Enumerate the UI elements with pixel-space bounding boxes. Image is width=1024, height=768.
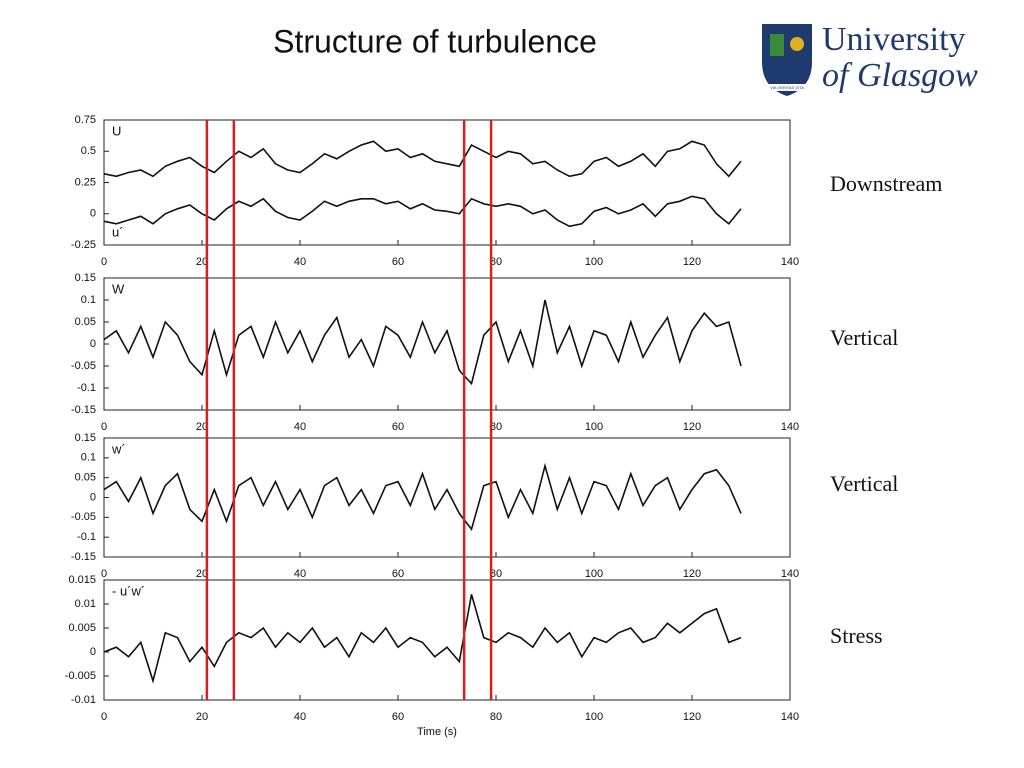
x-tick-label: 100 [585,711,603,723]
x-tick-label: 20 [196,711,208,723]
x-tick-label: 20 [196,568,208,580]
x-tick-label: 0 [101,568,107,580]
x-tick-label: 40 [294,711,306,723]
x-tick-label: 120 [683,421,701,433]
x-tick-label: 140 [781,421,799,433]
y-tick-label: 0.75 [75,114,96,126]
x-axis-label: Time (s) [417,726,457,738]
side-label: Vertical [830,325,898,350]
x-tick-label: 60 [392,256,404,268]
logo-bell [790,37,804,51]
y-tick-label: 0.015 [68,574,96,586]
series-label: w´ [111,441,126,456]
logo: VIA VERITAS VITA University of Glasgow [762,21,978,96]
series-line [103,462,742,531]
y-tick-label: -0.1 [77,382,96,394]
y-tick-label: 0.05 [75,472,96,484]
x-tick-label: 80 [490,711,502,723]
y-tick-label: -0.15 [71,551,96,563]
x-tick-label: 80 [490,568,502,580]
x-tick-label: 0 [101,711,107,723]
x-tick-label: 140 [781,711,799,723]
x-tick-label: 40 [294,421,306,433]
logo-text: of Glasgow [822,57,978,94]
x-tick-label: 0 [101,421,107,433]
y-tick-label: -0.01 [71,694,96,706]
y-tick-label: -0.05 [71,360,96,372]
x-tick-label: 100 [585,256,603,268]
y-tick-label: 0 [90,491,96,503]
series-line [103,140,742,178]
side-label: Downstream [830,171,942,196]
x-tick-label: 60 [392,711,404,723]
logo-motto: VIA VERITAS VITA [770,85,804,90]
series-label: U [112,123,121,138]
x-tick-label: 80 [490,421,502,433]
x-tick-label: 120 [683,711,701,723]
y-tick-label: 0.05 [75,316,96,328]
y-tick-label: 0.15 [75,432,96,444]
slide-title: Structure of turbulence [273,23,597,59]
side-label: Vertical [830,471,898,496]
x-tick-label: 40 [294,568,306,580]
x-tick-label: 40 [294,256,306,268]
y-tick-label: -0.25 [71,239,96,251]
x-tick-label: 60 [392,568,404,580]
series-label: - u´w´ [112,583,145,598]
x-tick-label: 140 [781,568,799,580]
series-line [103,299,742,386]
x-tick-label: 60 [392,421,404,433]
x-tick-label: 100 [585,568,603,580]
y-tick-label: 0 [90,338,96,350]
y-tick-label: -0.05 [71,511,96,523]
x-tick-label: 20 [196,421,208,433]
y-tick-label: 0.5 [81,145,96,157]
side-label: Stress [830,623,883,648]
plot-frame [103,579,791,701]
y-tick-label: -0.005 [65,670,96,682]
x-tick-label: 20 [196,256,208,268]
logo-tree [770,34,784,56]
x-tick-label: 120 [683,568,701,580]
y-tick-label: 0.01 [75,598,96,610]
series-line [103,594,742,684]
x-tick-label: 140 [781,256,799,268]
y-tick-label: 0.005 [68,622,96,634]
y-tick-label: 0.1 [81,294,96,306]
series-label: W [112,281,125,296]
logo-text: University [822,21,966,58]
y-tick-label: -0.1 [77,531,96,543]
y-tick-label: 0.25 [75,176,96,188]
y-tick-label: -0.15 [71,404,96,416]
series-line [103,195,742,228]
x-tick-label: 100 [585,421,603,433]
x-tick-label: 80 [490,256,502,268]
series-label: u´ [112,224,124,239]
y-tick-label: 0 [90,646,96,658]
x-tick-label: 120 [683,256,701,268]
y-tick-label: 0.15 [75,272,96,284]
y-tick-label: 0 [90,208,96,220]
y-tick-label: 0.1 [81,452,96,464]
x-tick-label: 0 [101,256,107,268]
logo-ribbon [768,84,806,91]
